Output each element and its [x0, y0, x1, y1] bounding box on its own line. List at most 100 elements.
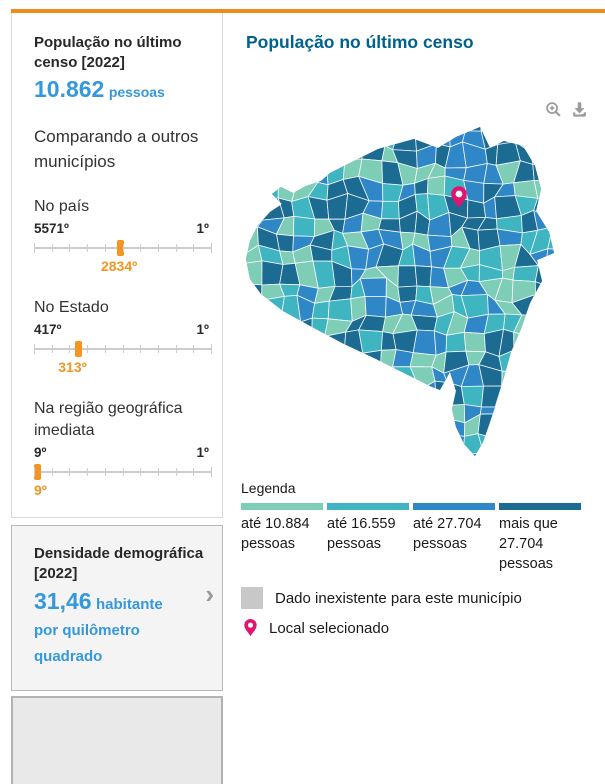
municipality-cell[interactable]: [587, 433, 593, 453]
municipality-cell[interactable]: [445, 331, 467, 353]
municipality-cell[interactable]: [570, 214, 585, 235]
municipality-cell[interactable]: [529, 398, 550, 419]
municipality-cell[interactable]: [273, 370, 294, 390]
municipality-cell[interactable]: [261, 350, 281, 374]
municipality-cell[interactable]: [297, 317, 313, 337]
municipality-cell[interactable]: [497, 122, 516, 133]
municipality-cell[interactable]: [511, 385, 537, 403]
municipality-cell[interactable]: [392, 349, 414, 368]
municipality-cell[interactable]: [566, 450, 589, 467]
municipality-cell[interactable]: [565, 122, 583, 131]
municipality-cell[interactable]: [329, 440, 349, 457]
municipality-cell[interactable]: [430, 434, 454, 454]
chevron-right-icon[interactable]: ›: [205, 579, 214, 609]
municipality-cell[interactable]: [566, 419, 588, 442]
municipality-cell[interactable]: [414, 265, 432, 288]
municipality-cell[interactable]: [580, 351, 594, 373]
municipality-cell[interactable]: [551, 122, 568, 135]
municipality-cell[interactable]: [310, 449, 336, 467]
choropleth-map[interactable]: [241, 122, 593, 467]
municipality-cell[interactable]: [276, 465, 299, 467]
municipality-cell[interactable]: [434, 380, 450, 406]
municipality-cell[interactable]: [256, 387, 282, 405]
municipality-cell[interactable]: [360, 349, 382, 374]
municipality-cell[interactable]: [551, 142, 572, 169]
municipality-cell[interactable]: [565, 397, 588, 423]
municipality-cell[interactable]: [566, 465, 584, 467]
municipality-cell[interactable]: [360, 379, 387, 408]
municipality-cell[interactable]: [246, 297, 263, 320]
municipality-cell[interactable]: [530, 430, 556, 456]
municipality-cell[interactable]: [585, 333, 593, 357]
municipality-cell[interactable]: [290, 362, 315, 386]
municipality-cell[interactable]: [280, 418, 301, 440]
municipality-cell[interactable]: [564, 126, 585, 145]
municipality-cell[interactable]: [567, 159, 588, 179]
municipality-cell[interactable]: [399, 401, 417, 425]
municipality-cell[interactable]: [503, 435, 519, 458]
municipality-cell[interactable]: [245, 164, 264, 186]
municipality-cell[interactable]: [241, 363, 267, 389]
municipality-cell[interactable]: [551, 129, 568, 154]
municipality-cell[interactable]: [497, 128, 516, 145]
municipality-cell[interactable]: [427, 122, 451, 136]
municipality-cell[interactable]: [290, 352, 315, 372]
municipality-cell[interactable]: [257, 314, 283, 336]
municipality-cell[interactable]: [409, 380, 437, 403]
municipality-cell[interactable]: [295, 449, 316, 467]
municipality-cell[interactable]: [241, 215, 250, 237]
municipality-cell[interactable]: [430, 418, 454, 438]
municipality-cell[interactable]: [550, 432, 565, 451]
municipality-cell[interactable]: [364, 295, 387, 318]
municipality-cell[interactable]: [399, 421, 417, 441]
municipality-cell[interactable]: [327, 298, 353, 322]
municipality-cell[interactable]: [512, 265, 539, 283]
municipality-cell[interactable]: [308, 125, 332, 152]
municipality-cell[interactable]: [241, 399, 248, 421]
municipality-cell[interactable]: [291, 143, 316, 163]
municipality-cell[interactable]: [241, 364, 242, 387]
municipality-cell[interactable]: [378, 414, 403, 439]
municipality-cell[interactable]: [567, 177, 585, 202]
municipality-cell[interactable]: [566, 351, 585, 372]
municipality-cell[interactable]: [580, 372, 594, 390]
ranking-slider[interactable]: [34, 238, 212, 258]
municipality-cell[interactable]: [547, 447, 566, 467]
municipality-cell[interactable]: [311, 401, 336, 421]
ranking-slider[interactable]: [34, 339, 212, 359]
municipality-cell[interactable]: [529, 415, 555, 435]
municipality-cell[interactable]: [460, 385, 484, 408]
municipality-cell[interactable]: [451, 434, 465, 455]
municipality-cell[interactable]: [241, 282, 247, 305]
municipality-cell[interactable]: [246, 419, 261, 438]
municipality-cell[interactable]: [583, 301, 593, 317]
municipality-cell[interactable]: [570, 195, 585, 216]
municipality-cell[interactable]: [477, 433, 506, 459]
municipality-cell[interactable]: [263, 365, 276, 390]
municipality-cell[interactable]: [566, 278, 587, 302]
municipality-cell[interactable]: [245, 142, 265, 166]
municipality-cell[interactable]: [241, 453, 267, 467]
zoom-in-icon[interactable]: [545, 101, 562, 118]
municipality-cell[interactable]: [410, 423, 437, 441]
municipality-cell[interactable]: [528, 122, 557, 135]
municipality-cell[interactable]: [344, 131, 364, 151]
municipality-cell[interactable]: [325, 400, 350, 419]
municipality-cell[interactable]: [246, 122, 268, 133]
municipality-cell[interactable]: [583, 316, 593, 336]
municipality-cell[interactable]: [435, 398, 451, 425]
municipality-cell[interactable]: [262, 161, 279, 186]
municipality-cell[interactable]: [501, 370, 523, 390]
municipality-cell[interactable]: [451, 452, 468, 467]
municipality-cell[interactable]: [494, 401, 521, 423]
municipality-cell[interactable]: [241, 260, 263, 286]
municipality-cell[interactable]: [273, 384, 301, 407]
municipality-cell[interactable]: [241, 233, 250, 255]
municipality-cell[interactable]: [358, 122, 387, 133]
municipality-cell[interactable]: [241, 435, 263, 455]
municipality-cell[interactable]: [549, 383, 566, 400]
municipality-cell[interactable]: [275, 145, 295, 163]
municipality-cell[interactable]: [514, 122, 539, 133]
municipality-cell[interactable]: [547, 226, 571, 251]
municipality-cell[interactable]: [365, 465, 380, 467]
